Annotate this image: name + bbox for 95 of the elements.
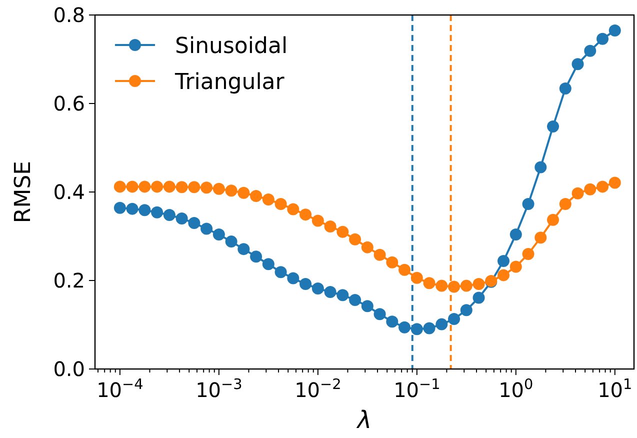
point xyxy=(472,278,485,290)
x-tick-label: 10$^{−1}$ xyxy=(394,377,440,402)
point xyxy=(584,44,596,57)
y-axis-title: RMSE xyxy=(11,160,36,224)
point xyxy=(114,180,126,193)
point xyxy=(608,24,621,36)
point xyxy=(274,198,287,210)
point xyxy=(349,294,362,306)
point xyxy=(151,180,164,193)
point xyxy=(572,58,584,70)
x-tick-label: 10$^{−4}$ xyxy=(96,377,144,402)
point xyxy=(460,304,472,316)
point xyxy=(336,289,349,302)
point xyxy=(436,318,448,330)
point xyxy=(608,176,621,189)
point xyxy=(188,181,200,194)
point xyxy=(448,280,460,293)
point xyxy=(163,209,176,222)
x-tick-label: 10$^{−3}$ xyxy=(196,377,242,402)
x-axis-title: λ xyxy=(355,406,372,434)
point xyxy=(312,282,324,294)
point xyxy=(262,258,274,270)
point xyxy=(448,312,460,325)
point xyxy=(188,216,200,229)
x-tick-label: 10$^{−2}$ xyxy=(294,377,342,402)
y-tick-label: 0.8 xyxy=(53,3,85,27)
point xyxy=(534,232,547,244)
point xyxy=(386,316,398,328)
point xyxy=(262,194,274,206)
point xyxy=(200,222,213,235)
point xyxy=(398,321,411,334)
point xyxy=(287,272,300,284)
point xyxy=(238,186,250,199)
legend-label: Sinusoidal xyxy=(175,34,288,59)
point xyxy=(522,198,534,210)
point xyxy=(559,82,572,94)
point xyxy=(572,187,584,200)
legend-label: Triangular xyxy=(174,70,286,95)
point xyxy=(238,243,250,256)
point xyxy=(200,182,213,194)
point xyxy=(287,203,300,216)
point xyxy=(423,277,436,290)
point xyxy=(398,264,411,276)
point xyxy=(498,255,510,268)
point xyxy=(138,180,151,193)
point xyxy=(522,248,534,260)
point xyxy=(436,280,448,292)
point xyxy=(534,161,547,174)
point xyxy=(176,212,188,225)
x-tick-label: 10$^{0}$ xyxy=(498,377,534,402)
point xyxy=(374,248,386,261)
point xyxy=(410,272,423,284)
point xyxy=(386,256,398,268)
point xyxy=(212,228,225,240)
point xyxy=(584,183,596,196)
x-tick-label: 10$^{1}$ xyxy=(598,377,632,402)
y-tick-label: 0.4 xyxy=(53,180,85,204)
point xyxy=(225,236,238,248)
point xyxy=(336,226,349,238)
point xyxy=(151,206,164,218)
point xyxy=(596,180,609,193)
point xyxy=(472,292,485,304)
point xyxy=(274,266,287,278)
y-tick-label: 0.0 xyxy=(53,357,85,381)
point xyxy=(138,204,151,216)
point xyxy=(250,250,262,263)
point xyxy=(114,202,126,214)
point xyxy=(498,269,510,282)
point xyxy=(250,190,262,202)
point xyxy=(176,181,188,194)
point xyxy=(324,286,336,298)
point xyxy=(374,308,386,320)
point xyxy=(547,120,560,133)
y-tick-label: 0.2 xyxy=(53,268,85,292)
point xyxy=(126,180,138,193)
point xyxy=(349,233,362,246)
point xyxy=(547,214,560,226)
point xyxy=(300,278,312,290)
point xyxy=(126,202,138,215)
point xyxy=(212,182,225,195)
point xyxy=(361,300,374,312)
point xyxy=(510,260,522,273)
y-tick-label: 0.6 xyxy=(53,92,85,116)
point xyxy=(225,184,238,197)
point xyxy=(300,208,312,221)
point xyxy=(510,228,522,240)
point xyxy=(163,180,176,193)
point xyxy=(361,241,374,254)
point xyxy=(559,198,572,210)
point xyxy=(596,32,609,45)
point xyxy=(410,323,423,336)
point xyxy=(423,322,436,334)
point xyxy=(312,214,324,227)
point xyxy=(460,280,472,292)
point xyxy=(324,220,336,233)
